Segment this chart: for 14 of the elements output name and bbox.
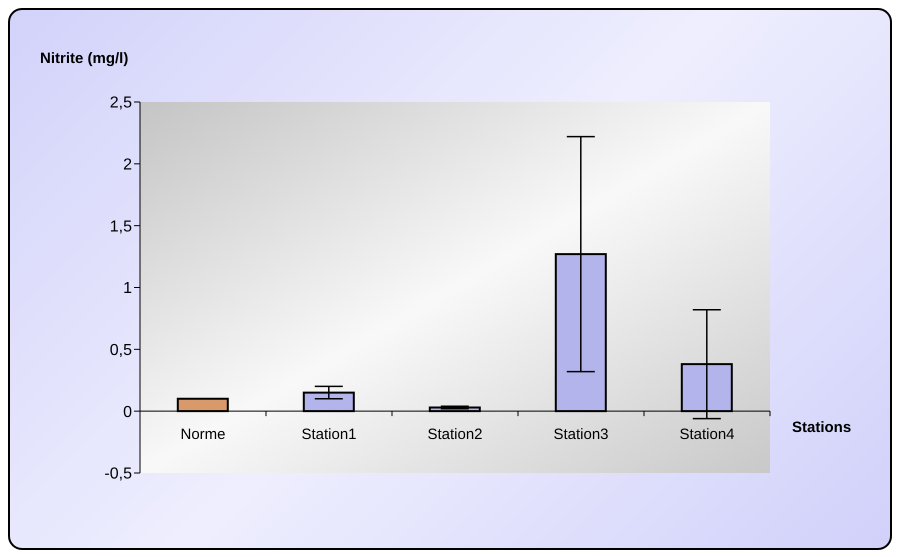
x-tick-label: Station2: [427, 426, 483, 444]
x-axis-title: Stations: [792, 419, 852, 436]
y-tick-label: 2,5: [110, 94, 132, 112]
y-tick-label: -0,5: [104, 466, 132, 483]
y-tick-label: 2: [123, 156, 132, 174]
y-tick-label: 1,5: [110, 218, 132, 236]
y-tick-label: 1: [123, 280, 132, 298]
x-tick-label: Station1: [301, 426, 357, 444]
x-tick-label: Station3: [553, 426, 609, 444]
y-axis-title: Nitrite (mg/l): [40, 50, 128, 67]
x-tick-label: Norme: [180, 426, 226, 444]
y-tick-label: 0: [123, 404, 132, 421]
y-tick-label: 0,5: [110, 342, 132, 360]
x-tick-label: Station4: [679, 426, 735, 444]
